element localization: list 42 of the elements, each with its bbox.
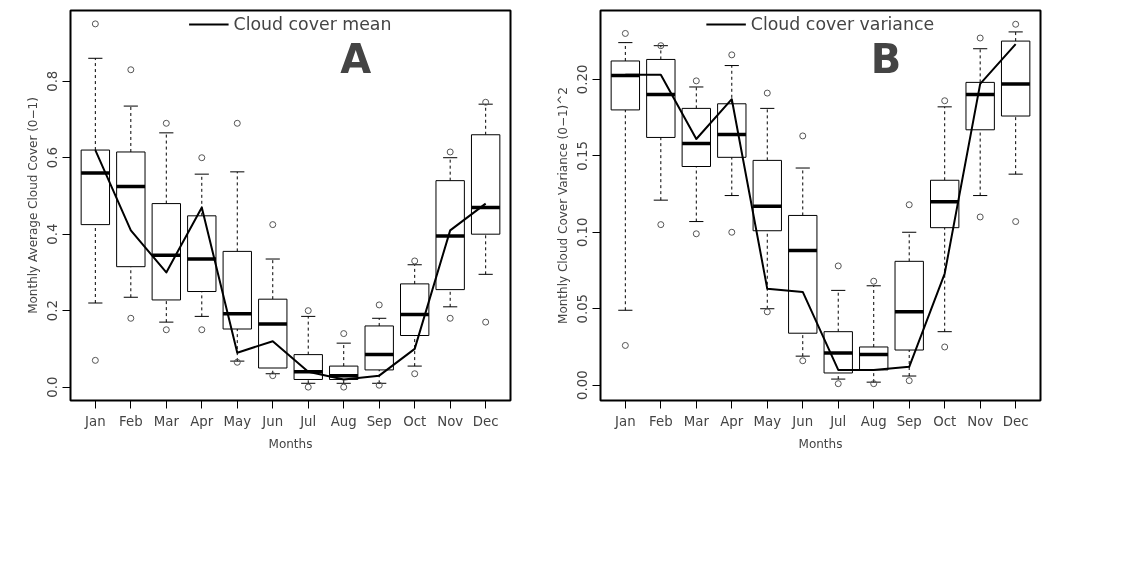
x-tick-label: Jul [829, 413, 847, 429]
y-tick-label: 0.0 [45, 376, 61, 398]
x-tick-label: Sep [896, 413, 922, 429]
y-tick-label: 0.20 [575, 64, 591, 95]
x-tick-label: Oct [933, 413, 957, 429]
x-axis-title: Months [798, 436, 843, 451]
x-tick-label: Feb [119, 413, 143, 429]
x-tick-label: Mar [683, 413, 710, 429]
x-tick-label: Jun [791, 413, 814, 429]
x-tick-label: Apr [720, 413, 744, 429]
x-tick-label: Nov [437, 413, 464, 429]
x-tick-label: Feb [649, 413, 673, 429]
y-tick-label: 0.8 [45, 70, 61, 92]
x-tick-label: Dec [472, 413, 499, 429]
x-tick-label: Aug [860, 413, 887, 429]
x-tick-label: Jan [614, 413, 636, 429]
x-tick-label: Jun [261, 413, 284, 429]
legend-label: Cloud cover variance [750, 14, 935, 34]
x-tick-label: Jan [84, 413, 106, 429]
x-tick-label: Oct [403, 413, 427, 429]
x-tick-label: Apr [190, 413, 214, 429]
x-tick-label: Dec [1002, 413, 1029, 429]
legend-label: Cloud cover mean [233, 14, 392, 34]
y-tick-label: 0.6 [45, 147, 61, 169]
x-tick-label: Aug [330, 413, 357, 429]
y-axis-title: Monthly Cloud Cover Variance (0−1)^2 [555, 87, 570, 324]
x-axis-title: Months [268, 436, 313, 451]
y-tick-label: 0.4 [45, 223, 61, 245]
annotation: B [870, 35, 902, 82]
y-tick-label: 0.05 [575, 293, 591, 324]
x-tick-label: Sep [366, 413, 392, 429]
y-axis-title: Monthly Average Cloud Cover (0−1) [25, 97, 40, 314]
annotation: A [340, 35, 372, 82]
x-tick-label: Nov [967, 413, 994, 429]
x-tick-label: May [753, 413, 782, 429]
y-tick-label: 0.2 [45, 300, 61, 322]
y-tick-label: 0.00 [575, 370, 591, 401]
x-tick-label: May [223, 413, 252, 429]
x-tick-label: Mar [153, 413, 180, 429]
y-tick-label: 0.15 [575, 140, 591, 171]
x-tick-label: Jul [299, 413, 317, 429]
y-tick-label: 0.10 [575, 217, 591, 248]
